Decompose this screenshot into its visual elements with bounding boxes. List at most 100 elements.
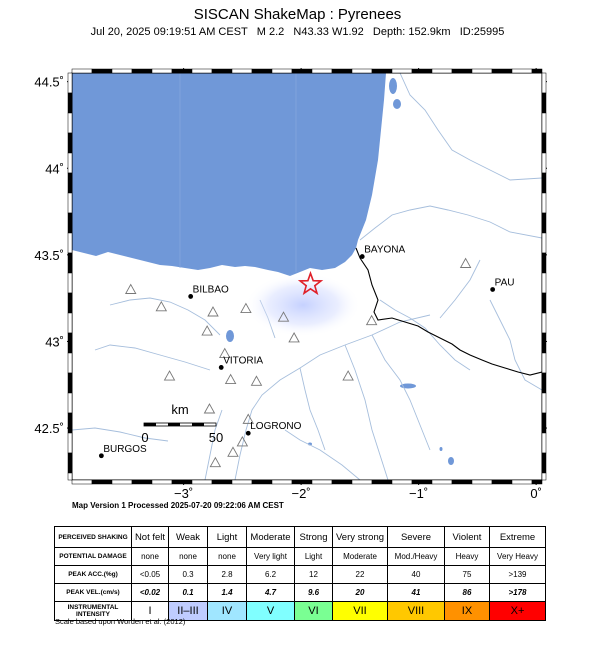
- legend-cell: Mod./Heavy: [387, 547, 445, 566]
- city-dot: [218, 365, 224, 370]
- legend-cell: Very strong: [332, 526, 388, 548]
- legend-cell: Moderate: [332, 547, 388, 566]
- legend-cell: >139: [489, 565, 546, 584]
- country-border: [355, 247, 542, 376]
- legend-row: PERCEIVED SHAKING Not felt Weak Light Modera…: [54, 526, 546, 548]
- legend-cell: Moderate: [246, 526, 295, 548]
- lon-tick-label: −1˚: [409, 486, 428, 500]
- city-label: PAU: [495, 277, 515, 288]
- legend-cell: >178: [489, 583, 546, 602]
- station-triangle-icon: [227, 446, 239, 457]
- lon-tick-label: −3˚: [174, 486, 193, 500]
- legend-cell: Violent: [444, 526, 490, 548]
- legend-row: POTENTIAL DAMAGE none none none Very light Li…: [54, 547, 546, 566]
- legend-cell: 40: [387, 565, 445, 584]
- station-triangle-icon: [365, 314, 378, 326]
- scale-end: 50: [209, 430, 223, 445]
- city-label: BURGOS: [103, 444, 147, 455]
- scale-note: Scale based upon Worden et al. (2012): [55, 617, 186, 626]
- station-triangle-icon: [155, 300, 168, 312]
- legend-row: INSTRUMENTAL INTENSITY I II–III IV V VI VII VII…: [54, 601, 546, 621]
- city-dot: [188, 294, 194, 299]
- ocean: [72, 73, 386, 276]
- lat-tick-label: 42.5˚: [34, 421, 64, 436]
- map-frame-checker: [67, 68, 547, 485]
- station-triangle-icon: [277, 311, 290, 322]
- lat-tick-label: 44˚: [45, 161, 64, 176]
- city-label: BAYONA: [364, 245, 405, 256]
- station-triangle-icon: [240, 302, 252, 313]
- station-triangle-icon: [224, 373, 237, 384]
- legend-cell: <0.02: [131, 583, 169, 602]
- station-triangle-icon: [288, 332, 300, 343]
- stations: [124, 257, 472, 468]
- legend-cell: X+: [489, 601, 546, 621]
- legend-row-header: POTENTIAL DAMAGE: [54, 547, 132, 566]
- scale-bar: km 0 50: [141, 402, 223, 445]
- lon-tick-label: 0˚: [530, 486, 542, 500]
- station-triangle-icon: [342, 370, 354, 381]
- legend-cell: 22: [332, 565, 388, 584]
- station-triangle-icon: [209, 456, 222, 468]
- legend-cell: 86: [444, 583, 490, 602]
- legend-cell: 6.2: [246, 565, 295, 584]
- legend-cell: Heavy: [444, 547, 490, 566]
- city-dot: [98, 453, 104, 459]
- legend-cell: 0.3: [168, 565, 208, 584]
- city-label: VITORIA: [223, 355, 263, 366]
- legend-cell: Not felt: [131, 526, 169, 548]
- legend-cell: 75: [444, 565, 490, 584]
- legend-cell: Very Heavy: [489, 547, 546, 566]
- legend-cell: 4.7: [246, 583, 295, 602]
- legend-cell: V: [246, 601, 295, 621]
- city-dot: [490, 287, 496, 292]
- legend-cell: 2.8: [207, 565, 247, 584]
- legend-cell: 0.1: [168, 583, 208, 602]
- legend-cell: none: [207, 547, 247, 566]
- epicenter-star-icon: [297, 270, 324, 296]
- scale-start: 0: [141, 430, 148, 445]
- lon-tick-label: −2˚: [292, 486, 311, 500]
- event-info: Jul 20, 2025 09:19:51 AM CEST M 2.2 N43.…: [90, 26, 505, 38]
- legend-cell: none: [131, 547, 169, 566]
- station-triangle-icon: [163, 370, 176, 381]
- legend-row-header: PERCEIVED SHAKING: [54, 526, 132, 548]
- legend-cell: VII: [332, 601, 388, 621]
- legend-cell: none: [168, 547, 208, 566]
- legend-cell: VIII: [387, 601, 445, 621]
- epicenter-star: [297, 270, 324, 296]
- city-dot: [245, 430, 251, 436]
- legend-row-header: PEAK ACC.(%g): [54, 565, 132, 584]
- station-triangle-icon: [218, 347, 231, 359]
- station-triangle-icon: [203, 403, 216, 414]
- lat-tick-label: 43.5˚: [34, 248, 64, 263]
- legend-cell: 20: [332, 583, 388, 602]
- city-dot: [359, 254, 365, 259]
- legend-cell: Strong: [294, 526, 333, 548]
- map-title: SISCAN ShakeMap : Pyrenees: [193, 6, 402, 23]
- processed-info: Map Version 1 Processed 2025-07-20 09:22…: [72, 501, 284, 510]
- legend-cell: IV: [207, 601, 247, 621]
- legend-row-header: PEAK VEL.(cm/s): [54, 583, 132, 602]
- station-triangle-icon: [207, 306, 219, 317]
- rivers: [72, 73, 542, 480]
- intensity-legend: PERCEIVED SHAKING Not felt Weak Light Modera…: [54, 526, 546, 621]
- legend-cell: Extreme: [489, 526, 546, 548]
- legend-cell: Very light: [246, 547, 295, 566]
- legend-row: PEAK VEL.(cm/s) <0.02 0.1 1.4 4.7 9.6 20 41 86 >1…: [54, 583, 546, 602]
- legend-cell: VI: [294, 601, 333, 621]
- lat-tick-label: 44.5˚: [34, 75, 64, 90]
- legend-cell: Light: [294, 547, 333, 566]
- lat-tick-label: 43˚: [45, 334, 64, 349]
- legend-cell: 9.6: [294, 583, 333, 602]
- legend-cell: Severe: [387, 526, 445, 548]
- cities: BAYONA PAU BILBAO VITORIA LOGRONO BURGOS: [98, 245, 515, 459]
- scale-unit: km: [171, 402, 188, 417]
- legend-cell: <0.05: [131, 565, 169, 584]
- station-triangle-icon: [124, 283, 137, 294]
- legend-cell: 1.4: [207, 583, 247, 602]
- station-triangle-icon: [459, 257, 472, 268]
- shakemap: 44.5˚ 44˚ 43.5˚ 43˚ 42.5˚ −3˚ −2˚ −1˚ 0˚ BAYONA P…: [34, 68, 547, 500]
- legend-cell: IX: [444, 601, 490, 621]
- city-label: LOGRONO: [250, 421, 301, 432]
